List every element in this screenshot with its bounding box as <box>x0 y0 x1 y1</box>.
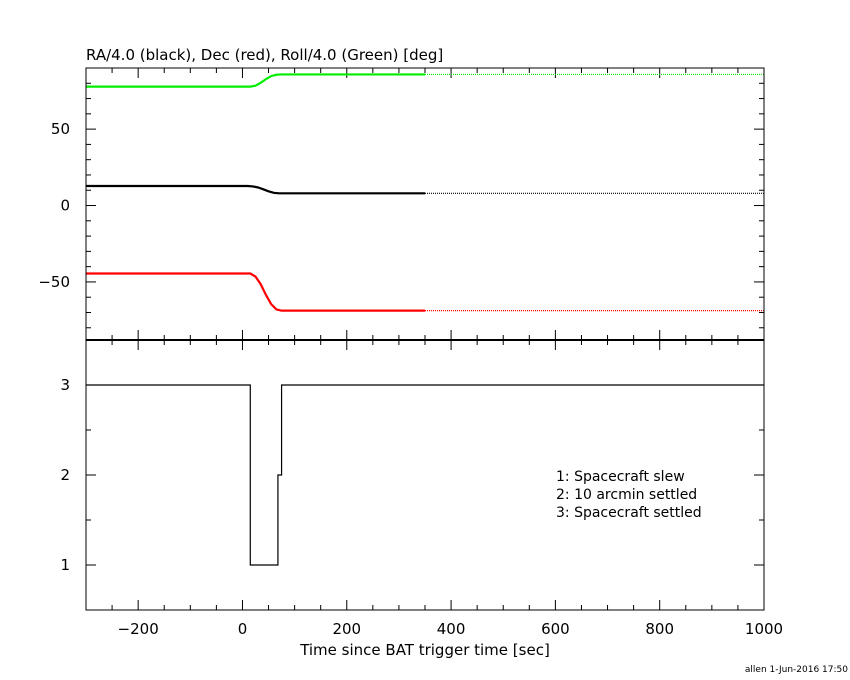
top-panel-y-tick-labels: −50 0 50 <box>38 120 70 291</box>
top-panel-series <box>86 73 764 312</box>
series-line-ra <box>86 184 425 195</box>
x-tick-label: 200 <box>332 620 361 638</box>
top-y-tick-label: 50 <box>51 120 70 138</box>
x-axis-label: Time since BAT trigger time [sec] <box>299 641 550 659</box>
bottom-y-tick-label: 3 <box>60 376 70 394</box>
state-legend-item-2: 2: 10 arcmin settled <box>556 487 697 503</box>
series-line-state <box>86 384 764 566</box>
state-legend: 1: Spacecraft slew 2: 10 arcmin settled … <box>556 469 702 521</box>
bottom-y-tick-label: 1 <box>60 556 70 574</box>
top-panel-title: RA/4.0 (black), Dec (red), Roll/4.0 (Gre… <box>86 46 443 64</box>
top-y-tick-label: −50 <box>38 273 70 291</box>
state-legend-item-3: 3: Spacecraft settled <box>556 505 702 521</box>
x-tick-label: −200 <box>118 620 159 638</box>
series-line-roll <box>86 73 425 88</box>
bottom-panel: 1 2 3 −200 0 200 400 600 800 1000 1: Spacecraft … <box>60 339 784 659</box>
bottom-panel-series <box>86 384 764 566</box>
bottom-panel-y-tick-labels: 1 2 3 <box>60 376 70 574</box>
x-tick-label: 0 <box>238 620 248 638</box>
bottom-y-tick-label: 2 <box>60 466 70 484</box>
footer-stamp: allen 1-Jun-2016 17:50 <box>745 665 848 675</box>
series-line-dec <box>86 272 425 312</box>
bottom-panel-x-tick-labels: −200 0 200 400 600 800 1000 <box>118 620 784 638</box>
state-legend-item-1: 1: Spacecraft slew <box>556 469 685 485</box>
x-tick-label: 600 <box>541 620 570 638</box>
top-y-tick-label: 0 <box>60 197 70 215</box>
x-tick-label: 400 <box>437 620 466 638</box>
x-tick-label: 800 <box>645 620 674 638</box>
x-tick-label: 1000 <box>745 620 783 638</box>
